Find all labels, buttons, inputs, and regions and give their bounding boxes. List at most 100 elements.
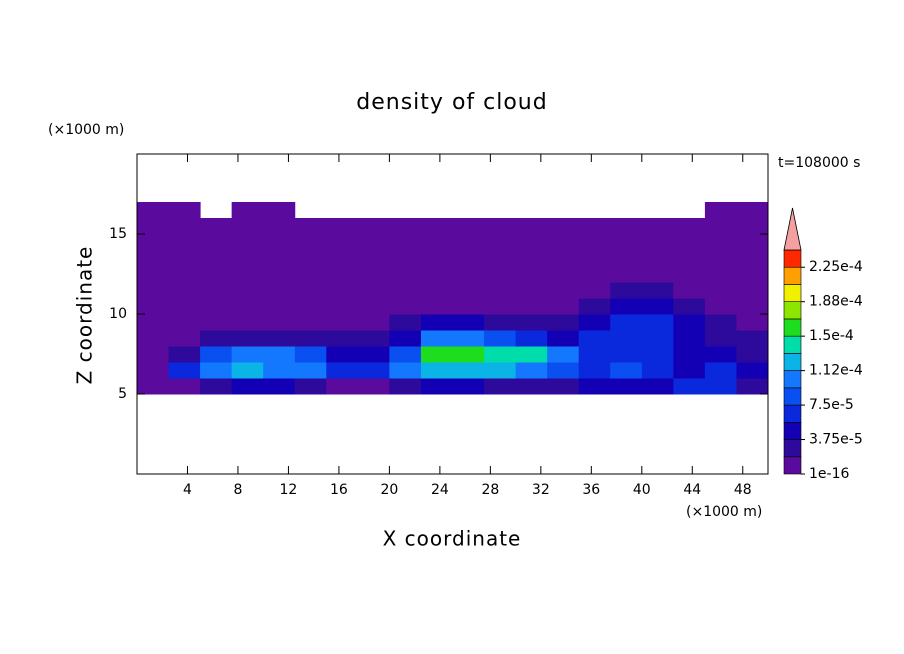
contour-cell — [641, 234, 674, 251]
contour-cell — [263, 314, 296, 331]
contour-cell — [673, 346, 706, 363]
contour-cell — [673, 314, 706, 331]
y-tick-label: 5 — [118, 386, 127, 402]
colorbar-tick-label: 1.12e-4 — [809, 363, 863, 379]
contour-cell — [357, 250, 390, 267]
contour-cell — [610, 378, 643, 395]
contour-cell — [420, 250, 453, 267]
colorbar-segment — [783, 370, 802, 389]
contour-cell — [200, 218, 233, 235]
contour-cell — [137, 362, 170, 379]
contour-cell — [168, 298, 201, 315]
contour-cell — [168, 282, 201, 299]
x-tick-label: 44 — [683, 482, 701, 498]
contour-cell — [641, 266, 674, 283]
contour-cell — [547, 266, 580, 283]
contour-cell — [326, 234, 359, 251]
contour-cell — [736, 282, 769, 299]
x-tick-label: 4 — [183, 482, 192, 498]
contour-cell — [200, 234, 233, 251]
contour-cell — [137, 234, 170, 251]
contour-cell — [326, 298, 359, 315]
contour-cell — [357, 218, 390, 235]
contour-cell — [704, 218, 737, 235]
contour-cell — [389, 346, 422, 363]
contour-cell — [168, 362, 201, 379]
contour-cell — [326, 330, 359, 347]
contour-cell — [484, 218, 517, 235]
contour-cell — [294, 234, 327, 251]
contour-cell — [704, 250, 737, 267]
contour-cell — [578, 330, 611, 347]
contour-cell — [231, 250, 264, 267]
contour-cell — [200, 378, 233, 395]
contour-cell — [168, 266, 201, 283]
contour-cell — [420, 378, 453, 395]
contour-cell — [736, 362, 769, 379]
contour-cell — [736, 378, 769, 395]
contour-cell — [515, 282, 548, 299]
contour-cell — [168, 378, 201, 395]
contour-cell — [515, 362, 548, 379]
contour-cell — [326, 250, 359, 267]
contour-cell — [641, 362, 674, 379]
contour-cell — [515, 266, 548, 283]
contour-cell — [137, 266, 170, 283]
contour-cell — [736, 218, 769, 235]
contour-cell — [736, 250, 769, 267]
contour-cell — [294, 378, 327, 395]
contour-cell — [578, 298, 611, 315]
contour-cell — [736, 314, 769, 331]
contour-cell — [736, 266, 769, 283]
contour-cell — [641, 250, 674, 267]
contour-cell — [263, 234, 296, 251]
contour-cell — [452, 250, 485, 267]
contour-cell — [547, 330, 580, 347]
contour-cell — [231, 266, 264, 283]
contour-cell — [231, 330, 264, 347]
contour-cell — [263, 298, 296, 315]
x-tick-label: 32 — [532, 482, 550, 498]
contour-cell — [547, 250, 580, 267]
contour-cell — [420, 298, 453, 315]
contour-cell — [389, 250, 422, 267]
contour-cell — [641, 330, 674, 347]
contour-cell — [420, 282, 453, 299]
contour-cell — [704, 298, 737, 315]
contour-cell — [736, 330, 769, 347]
contour-cell — [357, 378, 390, 395]
contour-cell — [263, 266, 296, 283]
contour-cell — [294, 298, 327, 315]
contour-cell — [231, 202, 264, 219]
contour-cell — [547, 362, 580, 379]
contour-cell — [484, 378, 517, 395]
contour-cell — [231, 234, 264, 251]
contour-cell — [673, 218, 706, 235]
contour-cell — [641, 346, 674, 363]
contour-cell — [547, 218, 580, 235]
contour-cell — [231, 218, 264, 235]
contour-cell — [357, 346, 390, 363]
contour-cell — [294, 282, 327, 299]
contour-cell — [137, 250, 170, 267]
contour-cell — [294, 330, 327, 347]
contour-cell — [673, 298, 706, 315]
contour-cell — [673, 330, 706, 347]
contour-cell — [578, 362, 611, 379]
contour-cell — [673, 266, 706, 283]
contour-cell — [231, 346, 264, 363]
contour-cell — [578, 314, 611, 331]
contour-cell — [326, 282, 359, 299]
contour-cell — [641, 282, 674, 299]
contour-cell — [484, 362, 517, 379]
contour-cell — [357, 282, 390, 299]
contour-cell — [484, 314, 517, 331]
contour-cell — [452, 378, 485, 395]
contour-cell — [452, 330, 485, 347]
contour-cell — [200, 282, 233, 299]
contour-cell — [452, 266, 485, 283]
contour-cell — [515, 250, 548, 267]
x-tick-label: 36 — [582, 482, 600, 498]
contour-cell — [704, 314, 737, 331]
